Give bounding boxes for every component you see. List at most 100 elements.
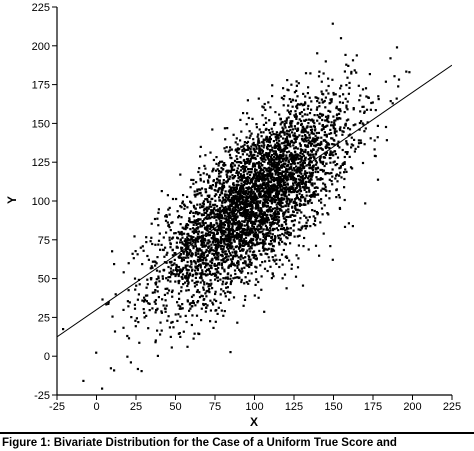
data-point bbox=[297, 82, 300, 85]
data-point bbox=[211, 128, 214, 131]
data-point bbox=[272, 189, 275, 192]
data-point bbox=[290, 191, 293, 194]
data-point bbox=[234, 272, 237, 276]
data-point bbox=[265, 135, 268, 138]
data-point bbox=[293, 125, 296, 128]
data-point bbox=[177, 230, 180, 234]
data-point bbox=[227, 224, 230, 227]
data-point bbox=[192, 182, 195, 185]
data-point bbox=[280, 224, 283, 227]
data-point bbox=[248, 260, 251, 263]
data-point bbox=[260, 158, 263, 161]
data-point bbox=[182, 330, 185, 333]
data-point bbox=[233, 168, 236, 171]
data-point bbox=[298, 171, 301, 174]
data-point bbox=[136, 367, 139, 371]
data-point bbox=[343, 198, 346, 202]
data-point bbox=[244, 182, 247, 185]
data-point bbox=[271, 233, 274, 236]
data-point bbox=[142, 249, 145, 252]
data-point bbox=[271, 238, 274, 241]
data-point bbox=[220, 309, 223, 312]
data-point bbox=[279, 135, 283, 138]
data-point bbox=[189, 250, 192, 253]
data-point bbox=[149, 267, 152, 270]
data-point bbox=[314, 217, 317, 220]
data-point bbox=[182, 227, 185, 230]
data-point bbox=[172, 326, 175, 329]
data-point bbox=[270, 217, 274, 220]
data-point bbox=[278, 113, 281, 116]
data-point bbox=[186, 264, 189, 267]
data-point bbox=[202, 209, 206, 212]
data-point bbox=[296, 156, 299, 159]
data-point bbox=[245, 195, 248, 198]
data-point bbox=[268, 206, 271, 209]
data-point bbox=[184, 266, 187, 269]
data-point bbox=[186, 284, 189, 288]
data-point bbox=[297, 182, 300, 185]
data-point bbox=[181, 200, 184, 203]
data-point bbox=[243, 176, 246, 179]
data-point bbox=[179, 335, 182, 338]
data-point bbox=[318, 70, 321, 73]
data-point bbox=[199, 266, 202, 269]
data-point bbox=[242, 173, 245, 176]
data-point bbox=[285, 226, 289, 229]
data-point bbox=[262, 131, 265, 134]
data-point bbox=[253, 163, 256, 166]
data-point bbox=[295, 84, 298, 87]
data-point bbox=[222, 314, 225, 317]
data-point bbox=[261, 219, 264, 222]
data-point bbox=[194, 304, 197, 307]
x-axis-label: X bbox=[250, 415, 258, 429]
data-point bbox=[304, 95, 307, 98]
data-point bbox=[234, 141, 237, 144]
data-point bbox=[243, 141, 246, 144]
data-point bbox=[193, 220, 196, 223]
data-point bbox=[275, 177, 278, 180]
data-point bbox=[245, 201, 248, 204]
data-point bbox=[285, 119, 288, 122]
data-point bbox=[348, 81, 351, 84]
data-point bbox=[328, 178, 331, 181]
data-point bbox=[218, 263, 221, 266]
data-point bbox=[264, 236, 267, 239]
data-point bbox=[254, 150, 257, 153]
data-point bbox=[214, 320, 217, 323]
data-point bbox=[212, 234, 215, 238]
data-point bbox=[151, 242, 154, 246]
data-point bbox=[196, 211, 199, 214]
data-point bbox=[214, 213, 217, 216]
data-point bbox=[176, 210, 179, 213]
data-point bbox=[292, 214, 296, 217]
data-point bbox=[183, 250, 186, 253]
data-point bbox=[208, 240, 211, 243]
data-point bbox=[212, 211, 215, 214]
data-point bbox=[260, 185, 264, 188]
data-point bbox=[231, 251, 234, 254]
data-point bbox=[313, 122, 316, 125]
data-point bbox=[263, 182, 266, 185]
data-point bbox=[252, 177, 255, 180]
data-point bbox=[277, 220, 280, 223]
data-point bbox=[282, 149, 285, 152]
data-point bbox=[177, 274, 180, 278]
data-point bbox=[155, 278, 158, 281]
data-point bbox=[204, 232, 208, 235]
data-point bbox=[139, 246, 142, 249]
data-point bbox=[145, 286, 148, 289]
data-point bbox=[328, 197, 331, 200]
data-point bbox=[157, 275, 160, 278]
data-point bbox=[325, 144, 328, 147]
data-point bbox=[294, 151, 297, 154]
data-point bbox=[248, 229, 251, 232]
data-point bbox=[186, 272, 189, 275]
data-point bbox=[261, 149, 264, 152]
data-point bbox=[249, 134, 252, 137]
data-point bbox=[175, 268, 178, 272]
data-point bbox=[189, 272, 192, 275]
data-point bbox=[316, 119, 319, 122]
data-point bbox=[278, 148, 281, 152]
data-point bbox=[200, 225, 204, 228]
